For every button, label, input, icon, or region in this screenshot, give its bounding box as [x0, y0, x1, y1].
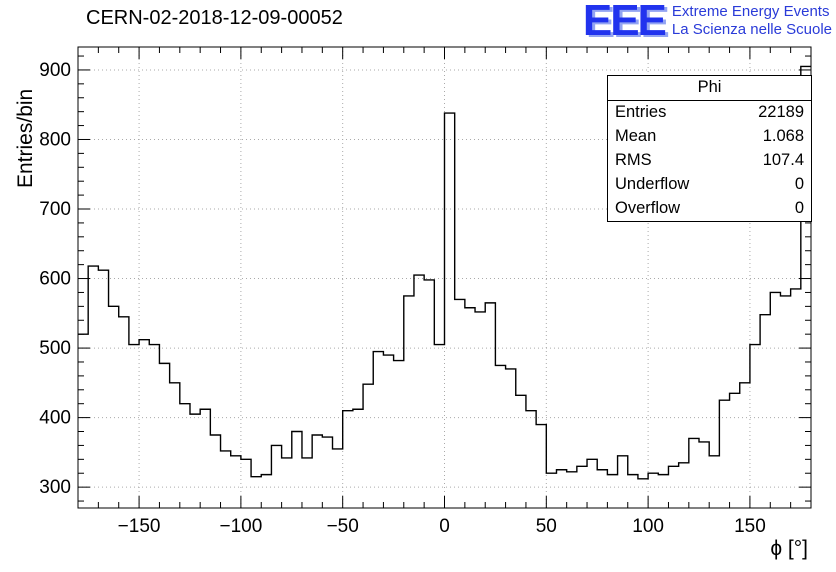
stats-row-entries: Entries 22189 [608, 101, 811, 125]
stats-box: Phi Entries 22189 Mean 1.068 RMS 107.4 U… [607, 75, 812, 222]
eee-logo: EEE Extreme Energy Events La Scienza nel… [582, 0, 832, 45]
stats-row-mean: Mean 1.068 [608, 125, 811, 149]
stat-label: Entries [615, 103, 667, 121]
stats-row-rms: RMS 107.4 [608, 149, 811, 173]
svg-text:0: 0 [439, 516, 450, 537]
svg-text:100: 100 [632, 516, 664, 537]
page-title: CERN-02-2018-12-09-00052 [86, 7, 343, 29]
svg-text:50: 50 [536, 516, 557, 537]
svg-text:400: 400 [39, 408, 71, 429]
logo-line1: Extreme Energy Events [671, 3, 830, 20]
svg-text:500: 500 [39, 338, 71, 359]
svg-text:−50: −50 [327, 516, 359, 537]
stat-value: 0 [794, 199, 804, 217]
stats-row-overflow: Overflow 0 [608, 197, 811, 221]
stat-label: Mean [615, 127, 657, 145]
stats-title: Phi [608, 76, 811, 101]
stat-label: RMS [615, 151, 652, 169]
svg-text:−100: −100 [219, 516, 262, 537]
svg-text:Entries/bin: Entries/bin [14, 89, 37, 188]
svg-text:ϕ [°]: ϕ [°] [770, 537, 808, 560]
stat-value: 22189 [758, 103, 804, 121]
svg-text:600: 600 [39, 269, 71, 290]
stat-label: Overflow [615, 199, 681, 217]
svg-text:300: 300 [39, 477, 71, 498]
stats-row-underflow: Underflow 0 [608, 173, 811, 197]
svg-text:−150: −150 [118, 516, 161, 537]
eee-logo-text: EEE [582, 0, 667, 45]
svg-text:800: 800 [39, 129, 71, 150]
stat-value: 1.068 [762, 127, 804, 145]
svg-text:700: 700 [39, 199, 71, 220]
eee-logo-subtitle: Extreme Energy Events La Scienza nelle S… [672, 3, 832, 39]
stat-value: 107.4 [762, 151, 804, 169]
svg-text:900: 900 [39, 60, 71, 81]
logo-line2: La Scienza nelle Scuole [671, 21, 832, 38]
svg-text:150: 150 [734, 516, 766, 537]
stat-value: 0 [794, 175, 804, 193]
stat-label: Underflow [615, 175, 690, 193]
